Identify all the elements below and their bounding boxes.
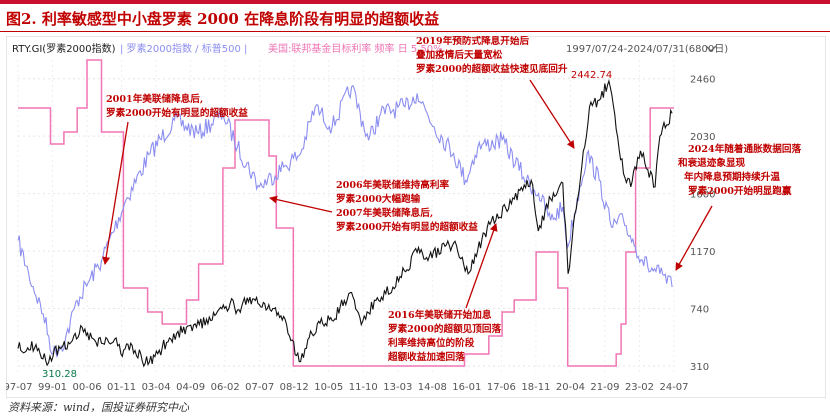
top-accent-bar <box>0 0 830 4</box>
x-tick-0: 97-07 <box>6 382 33 393</box>
y-tick-0: 310 <box>690 362 709 373</box>
x-tick-8: 08-12 <box>280 382 309 393</box>
chart-frame <box>6 36 826 398</box>
rate-line <box>18 59 674 367</box>
min-label: 310.28 <box>42 369 77 380</box>
x-tick-3: 01-11 <box>107 382 136 393</box>
source-note: 资料来源：wind，国投证券研究中心 <box>8 401 190 414</box>
annotation-2019-line1: 2019年预防式降息开始后 <box>416 36 529 47</box>
gridlines <box>17 60 675 374</box>
legend-ratio: | 罗素2000指数 / 标普500 | <box>120 42 247 55</box>
figure-title: 图2. 利率敏感型中小盘罗素 2000 在降息阶段有明显的超额收益 <box>6 10 440 28</box>
y-tick-3: 1600 <box>690 190 715 201</box>
x-tick-14: 17-06 <box>487 382 516 393</box>
annotation-2019-line2: 叠加疫情后天量宽松 <box>416 49 503 61</box>
chart-ticker: RTY.GI(罗素2000指数) <box>12 42 116 55</box>
annotation-2001-line1: 2001年美联储降息后, <box>106 93 203 105</box>
annotation-2024-line4: 罗素2000开始明显跑赢 <box>688 185 792 197</box>
x-tick-6: 06-02 <box>211 382 240 393</box>
legend-rate: 美国:联邦基金目标利率 频率 日 5.50% <box>268 42 443 55</box>
rate-series <box>18 59 674 367</box>
x-tick-13: 16-01 <box>452 382 481 393</box>
x-tick-11: 13-03 <box>383 382 412 393</box>
x-tick-2: 00-06 <box>73 382 102 393</box>
annotation-2016-line4: 超额收益加速回落 <box>387 351 465 363</box>
annotation-2006: 2006年美联储维持高利率 罗素2000大幅跑输 2007年美联储降息后, 罗素… <box>269 179 478 233</box>
max-label: 2442.74 <box>571 70 612 81</box>
annotation-2024: 2024年随着通胀数据回落 和衰退迹象显现 年内降息预期持续升温 罗素2000开… <box>675 143 801 271</box>
x-axis: 97-07 99-01 00-06 01-11 03-04 04-09 06-02 07-07… <box>6 382 689 393</box>
chevron-down-icon[interactable] <box>705 45 717 52</box>
x-tick-15: 18-11 <box>521 382 550 393</box>
x-tick-7: 07-07 <box>245 382 274 393</box>
x-tick-4: 03-04 <box>142 382 171 393</box>
y-axis: 310 740 1170 1600 2030 2460 <box>690 75 715 373</box>
y-tick-4: 2030 <box>690 132 715 143</box>
annotation-2019: 2019年预防式降息开始后 叠加疫情后天量宽松 罗素2000的超额收益快速见底回… <box>416 36 575 149</box>
annotation-2024-line1: 2024年随着通胀数据回落 <box>688 143 801 155</box>
date-range: 1997/07/24-2024/07/31(6800日) <box>566 44 728 55</box>
annotation-2001: 2001年美联储降息后, 罗素2000开始有明显的超额收益 <box>102 93 248 265</box>
annotation-2001-line2: 罗素2000开始有明显的超额收益 <box>106 107 248 119</box>
annotation-2016-line3: 利率维持高位的阶段 <box>387 337 475 349</box>
annotation-2016-line2: 罗素2000的超额见顶回落 <box>388 323 501 335</box>
x-tick-12: 14-08 <box>418 382 447 393</box>
annotation-2016: 2016年美联储开始加息 罗素2000的超额见顶回落 利率维持高位的阶段 超额收… <box>387 223 501 363</box>
annotation-2019-line3: 罗素2000的超额收益快速见底回升 <box>416 63 568 75</box>
annotation-2006-line3: 2007年美联储降息后, <box>336 207 433 219</box>
annotation-2016-line1: 2016年美联储开始加息 <box>388 309 492 321</box>
x-tick-9: 10-05 <box>314 382 343 393</box>
x-tick-18: 23-02 <box>625 382 654 393</box>
x-tick-17: 21-09 <box>590 382 619 393</box>
x-tick-1: 99-01 <box>38 382 67 393</box>
annotation-2024-line2: 和衰退迹象显现 <box>677 157 746 169</box>
x-tick-10: 11-10 <box>349 382 378 393</box>
x-tick-19: 24-07 <box>659 382 688 393</box>
y-tick-5: 2460 <box>690 75 715 86</box>
y-tick-2: 1170 <box>690 247 715 258</box>
index-line <box>17 78 673 368</box>
index-series <box>17 78 673 368</box>
annotation-2006-line2: 罗素2000大幅跑输 <box>336 193 421 205</box>
y-tick-1: 740 <box>690 305 709 316</box>
title-rule <box>0 31 830 32</box>
x-tick-16: 20-04 <box>556 382 585 393</box>
annotation-2006-line1: 2006年美联储维持高利率 <box>336 179 449 191</box>
annotation-2024-line3: 年内降息预期持续升温 <box>684 171 780 183</box>
annotation-2006-line4: 罗素2000开始有明显的超额收益 <box>336 221 478 233</box>
russell-chart: RTY.GI(罗素2000指数) | 罗素2000指数 / 标普500 | 美国… <box>6 36 826 398</box>
x-tick-5: 04-09 <box>176 382 205 393</box>
